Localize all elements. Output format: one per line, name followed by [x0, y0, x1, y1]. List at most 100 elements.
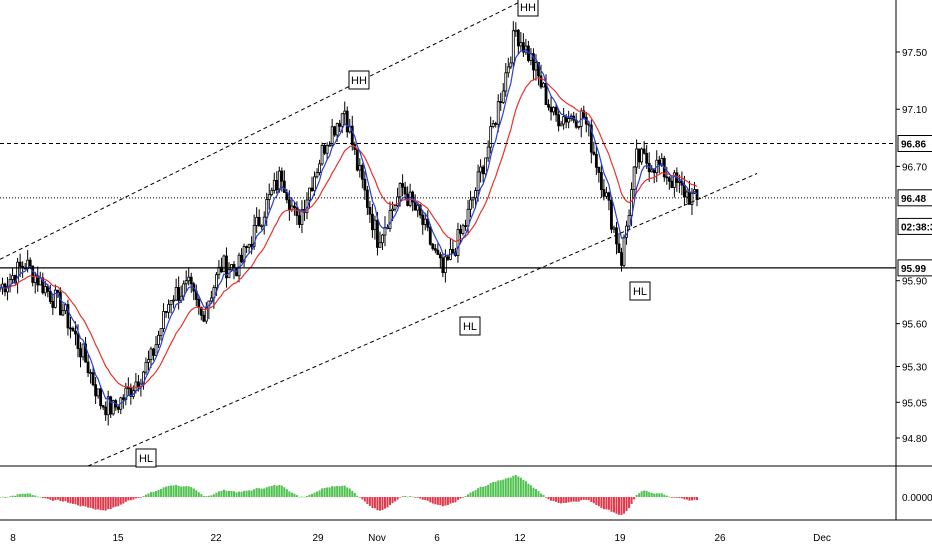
candle-down — [438, 254, 442, 259]
candle-up — [167, 304, 170, 313]
candle-up — [605, 192, 608, 197]
histogram-bar-negative — [685, 497, 688, 500]
candle-down — [197, 298, 201, 308]
histogram-bar-positive — [509, 477, 512, 497]
histogram-bar-negative — [137, 497, 140, 498]
candle-up — [469, 199, 472, 210]
histogram-bar-negative — [630, 497, 633, 504]
histogram-bar-positive — [144, 494, 147, 497]
histogram-bar-positive — [212, 494, 215, 497]
price-badge-box — [897, 189, 932, 207]
histogram-bar-negative — [557, 497, 560, 503]
candle-up — [552, 106, 555, 113]
histogram-bar-positive — [253, 489, 256, 497]
candle-up — [398, 183, 402, 198]
histogram-bar-negative — [612, 497, 615, 513]
candle-up — [149, 348, 153, 360]
histogram-bar-positive — [323, 488, 326, 497]
histogram-bar-negative — [371, 497, 374, 508]
histogram-bar-negative — [363, 497, 366, 502]
oscillator-zero-label: 0.0000 — [902, 493, 932, 504]
histogram-bar-positive — [499, 480, 502, 497]
histogram-bar-negative — [434, 497, 437, 505]
candle-up — [393, 205, 397, 210]
histogram-bar-positive — [487, 484, 490, 497]
histogram-bar-negative — [555, 497, 558, 502]
candle-down — [355, 149, 359, 171]
histogram-bar-positive — [308, 494, 311, 497]
candle-down — [202, 314, 206, 322]
histogram-bar-negative — [449, 497, 452, 504]
histogram-bar-negative — [552, 497, 555, 502]
candle-down — [109, 396, 113, 415]
candle-up — [622, 236, 626, 266]
annotation-label: HL — [459, 316, 481, 336]
histogram-bar-negative — [451, 497, 454, 503]
candle-up — [174, 287, 178, 301]
histogram-bar-positive — [31, 495, 34, 497]
candle-up — [612, 227, 616, 230]
candle-down — [683, 184, 686, 198]
date-tick-label: 15 — [112, 533, 124, 544]
histogram-bar-negative — [69, 497, 72, 504]
histogram-bar-positive — [321, 488, 324, 497]
candle-up — [43, 286, 47, 294]
histogram-bar-positive — [668, 496, 671, 498]
histogram-bar-negative — [104, 497, 107, 511]
candle-down — [46, 286, 50, 292]
candle-down — [589, 124, 593, 153]
candle-down — [695, 189, 699, 201]
candle-down — [670, 180, 674, 188]
histogram-bar-positive — [537, 491, 540, 497]
candle-down — [363, 178, 367, 191]
price-badge: 02:38:30 — [897, 217, 932, 235]
candle-up — [162, 311, 165, 330]
candle-down — [665, 176, 669, 179]
candle-up — [277, 170, 281, 191]
histogram-bar-negative — [64, 497, 67, 502]
histogram-bar-positive — [643, 490, 646, 497]
candle-up — [172, 299, 176, 302]
histogram-bar-negative — [597, 497, 600, 507]
histogram-bar-negative — [446, 497, 449, 505]
histogram-bar-positive — [502, 479, 505, 497]
histogram-bar-positive — [190, 487, 193, 497]
candle-up — [330, 126, 334, 146]
annotation-label: HL — [135, 448, 157, 468]
price-badge-label: 96.86 — [901, 139, 926, 150]
candle-down — [539, 75, 543, 88]
candle-up — [81, 343, 85, 358]
candle-up — [184, 280, 188, 285]
candle-up — [320, 145, 324, 165]
price-badge-box — [897, 134, 932, 152]
candle-up — [111, 400, 115, 415]
candle-down — [18, 261, 22, 267]
histogram-bar-negative — [92, 497, 95, 509]
candle-down — [298, 215, 301, 225]
histogram-bar-positive — [11, 495, 14, 497]
histogram-bar-positive — [464, 496, 467, 497]
candle-down — [582, 110, 586, 118]
date-tick-label: 19 — [614, 533, 626, 544]
candle-up — [53, 289, 57, 308]
histogram-bar-positive — [9, 496, 12, 497]
histogram-bar-negative — [575, 497, 578, 502]
histogram-bar-positive — [192, 488, 195, 497]
candle-down — [433, 248, 437, 251]
candle-up — [378, 242, 382, 248]
candle-down — [481, 166, 485, 175]
histogram-bar-positive — [187, 486, 190, 497]
histogram-bar-positive — [404, 495, 407, 497]
histogram-bar-positive — [482, 486, 485, 497]
candle-down — [164, 311, 168, 313]
candle-down — [610, 199, 613, 230]
candle-up — [640, 148, 644, 163]
histogram-bar-positive — [215, 492, 218, 497]
date-tick-label: 12 — [514, 533, 526, 544]
histogram-bar-positive — [504, 478, 507, 497]
histogram-bar-positive — [19, 493, 22, 497]
candle-up — [214, 274, 218, 289]
histogram-bar-negative — [66, 497, 69, 503]
histogram-bar-negative — [361, 497, 364, 500]
